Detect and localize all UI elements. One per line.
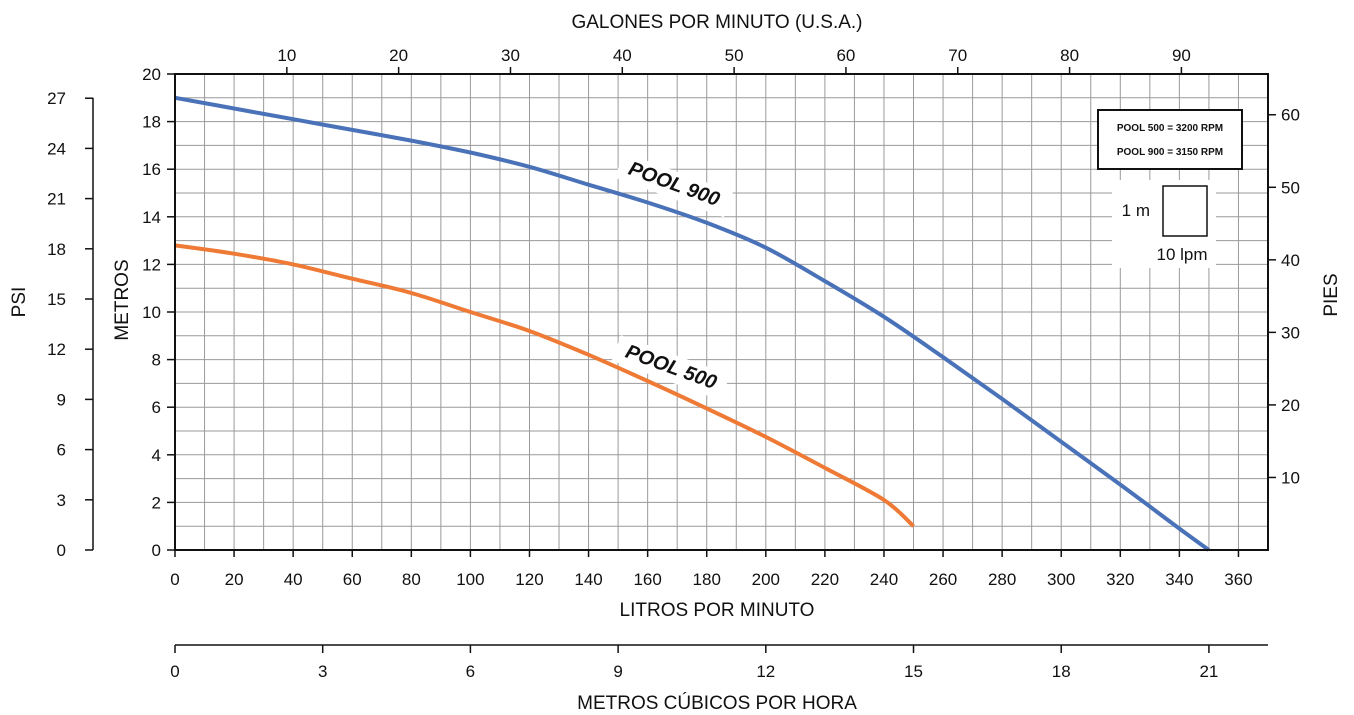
m3h-tick-label: 0 bbox=[170, 662, 179, 681]
right-tick-label: 10 bbox=[1281, 468, 1300, 487]
x-axis-title: LITROS POR MINUTO bbox=[620, 600, 815, 621]
y-tick-label: 0 bbox=[152, 541, 161, 560]
y-tick-label: 12 bbox=[142, 255, 161, 274]
m3h-tick-label: 15 bbox=[904, 662, 923, 681]
y-tick-label: 10 bbox=[142, 303, 161, 322]
right-tick-label: 50 bbox=[1281, 178, 1300, 197]
rpm-legend-pool-900: POOL 900 = 3150 RPM bbox=[1117, 147, 1223, 158]
x-tick-label: 240 bbox=[870, 570, 898, 589]
top-tick-label: 60 bbox=[836, 46, 855, 65]
m3h-tick-label: 12 bbox=[756, 662, 775, 681]
top-tick-label: 50 bbox=[725, 46, 744, 65]
x-tick-label: 40 bbox=[284, 570, 303, 589]
x-tick-label: 200 bbox=[752, 570, 780, 589]
series-line-pool-500 bbox=[174, 243, 915, 528]
right-axis-ticks: 10 20 30 40 50 60 bbox=[1268, 106, 1300, 487]
rpm-legend-pool-500: POOL 500 = 3200 RPM bbox=[1117, 123, 1223, 134]
y-tick-label: 4 bbox=[152, 446, 161, 465]
psi-tick-label: 6 bbox=[57, 441, 66, 460]
rpm-legend-box bbox=[1097, 109, 1243, 170]
m3h-tick-label: 6 bbox=[466, 662, 475, 681]
x-tick-label: 20 bbox=[225, 570, 244, 589]
y-tick-label: 20 bbox=[142, 65, 161, 84]
y-tick-label: 14 bbox=[142, 208, 161, 227]
top-tick-label: 70 bbox=[948, 46, 967, 65]
psi-tick-label: 9 bbox=[57, 390, 66, 409]
scale-box-height-label: 1 m bbox=[1122, 201, 1150, 220]
psi-tick-label: 27 bbox=[47, 89, 66, 108]
x-tick-label: 220 bbox=[811, 570, 839, 589]
x-axis-ticks: 0 20 40 60 80 100 120 140 160 180 200 220 240 260 280 3… bbox=[170, 550, 1253, 589]
x-tick-label: 180 bbox=[693, 570, 721, 589]
curve-label-pool-900: POOL 900 bbox=[614, 152, 734, 218]
bottom-outer-axis-title: METROS CÚBICOS POR HORA bbox=[577, 692, 857, 714]
psi-tick-label: 18 bbox=[47, 240, 66, 259]
top-axis-ticks: 10 20 30 40 50 60 70 80 90 bbox=[277, 46, 1191, 74]
scale-box: 1 m 10 lpm bbox=[1112, 180, 1216, 268]
psi-tick-label: 15 bbox=[47, 290, 66, 309]
x-tick-label: 100 bbox=[456, 570, 484, 589]
top-tick-label: 90 bbox=[1172, 46, 1191, 65]
y-tick-label: 8 bbox=[152, 351, 161, 370]
x-tick-label: 320 bbox=[1106, 570, 1134, 589]
x-tick-label: 260 bbox=[929, 570, 957, 589]
m3h-axis: 0 3 6 9 12 15 18 21 bbox=[170, 644, 1268, 681]
m3h-tick-label: 18 bbox=[1052, 662, 1071, 681]
x-tick-label: 300 bbox=[1047, 570, 1075, 589]
y-tick-label: 16 bbox=[142, 160, 161, 179]
x-tick-label: 280 bbox=[988, 570, 1016, 589]
top-tick-label: 40 bbox=[613, 46, 632, 65]
x-tick-label: 160 bbox=[633, 570, 661, 589]
rpm-legend: POOL 500 = 3200 RPM POOL 900 = 3150 RPM bbox=[1097, 109, 1243, 170]
x-tick-label: 360 bbox=[1224, 570, 1252, 589]
x-tick-label: 80 bbox=[402, 570, 421, 589]
m3h-tick-label: 21 bbox=[1199, 662, 1218, 681]
y-axis-title: METROS bbox=[112, 259, 133, 340]
x-tick-label: 0 bbox=[170, 570, 179, 589]
top-tick-label: 80 bbox=[1060, 46, 1079, 65]
y-tick-label: 6 bbox=[152, 398, 161, 417]
y-tick-label: 18 bbox=[142, 113, 161, 132]
x-tick-label: 120 bbox=[515, 570, 543, 589]
series-line-pool-900 bbox=[174, 95, 1211, 552]
x-tick-label: 60 bbox=[343, 570, 362, 589]
scale-box-square bbox=[1162, 185, 1208, 237]
curve-label-pool-900-bg bbox=[614, 152, 734, 218]
psi-tick-label: 24 bbox=[47, 139, 66, 158]
m3h-tick-label: 9 bbox=[613, 662, 622, 681]
psi-tick-label: 3 bbox=[57, 491, 66, 510]
psi-tick-label: 12 bbox=[47, 340, 66, 359]
top-axis-title: GALONES POR MINUTO (U.S.A.) bbox=[571, 12, 862, 33]
psi-tick-label: 21 bbox=[47, 190, 66, 209]
right-axis-title: PIES bbox=[1321, 273, 1342, 316]
m3h-tick-label: 3 bbox=[318, 662, 327, 681]
x-tick-label: 140 bbox=[574, 570, 602, 589]
top-tick-label: 30 bbox=[501, 46, 520, 65]
curves bbox=[174, 95, 1211, 552]
right-tick-label: 60 bbox=[1281, 106, 1300, 125]
curve-label-pool-500-bg bbox=[611, 335, 731, 401]
right-tick-label: 40 bbox=[1281, 251, 1300, 270]
top-tick-label: 10 bbox=[277, 46, 296, 65]
right-tick-label: 30 bbox=[1281, 323, 1300, 342]
top-tick-label: 20 bbox=[389, 46, 408, 65]
y-tick-label: 2 bbox=[152, 493, 161, 512]
psi-axis: 0 3 6 9 12 15 18 21 24 27 bbox=[47, 89, 94, 560]
psi-tick-label: 0 bbox=[57, 541, 66, 560]
psi-axis-title: PSI bbox=[9, 287, 30, 318]
y-axis-ticks: 0 2 4 6 8 10 12 14 16 18 20 bbox=[142, 65, 175, 560]
scale-box-width-label: 10 lpm bbox=[1156, 245, 1207, 264]
right-tick-label: 20 bbox=[1281, 396, 1300, 415]
x-tick-label: 340 bbox=[1165, 570, 1193, 589]
